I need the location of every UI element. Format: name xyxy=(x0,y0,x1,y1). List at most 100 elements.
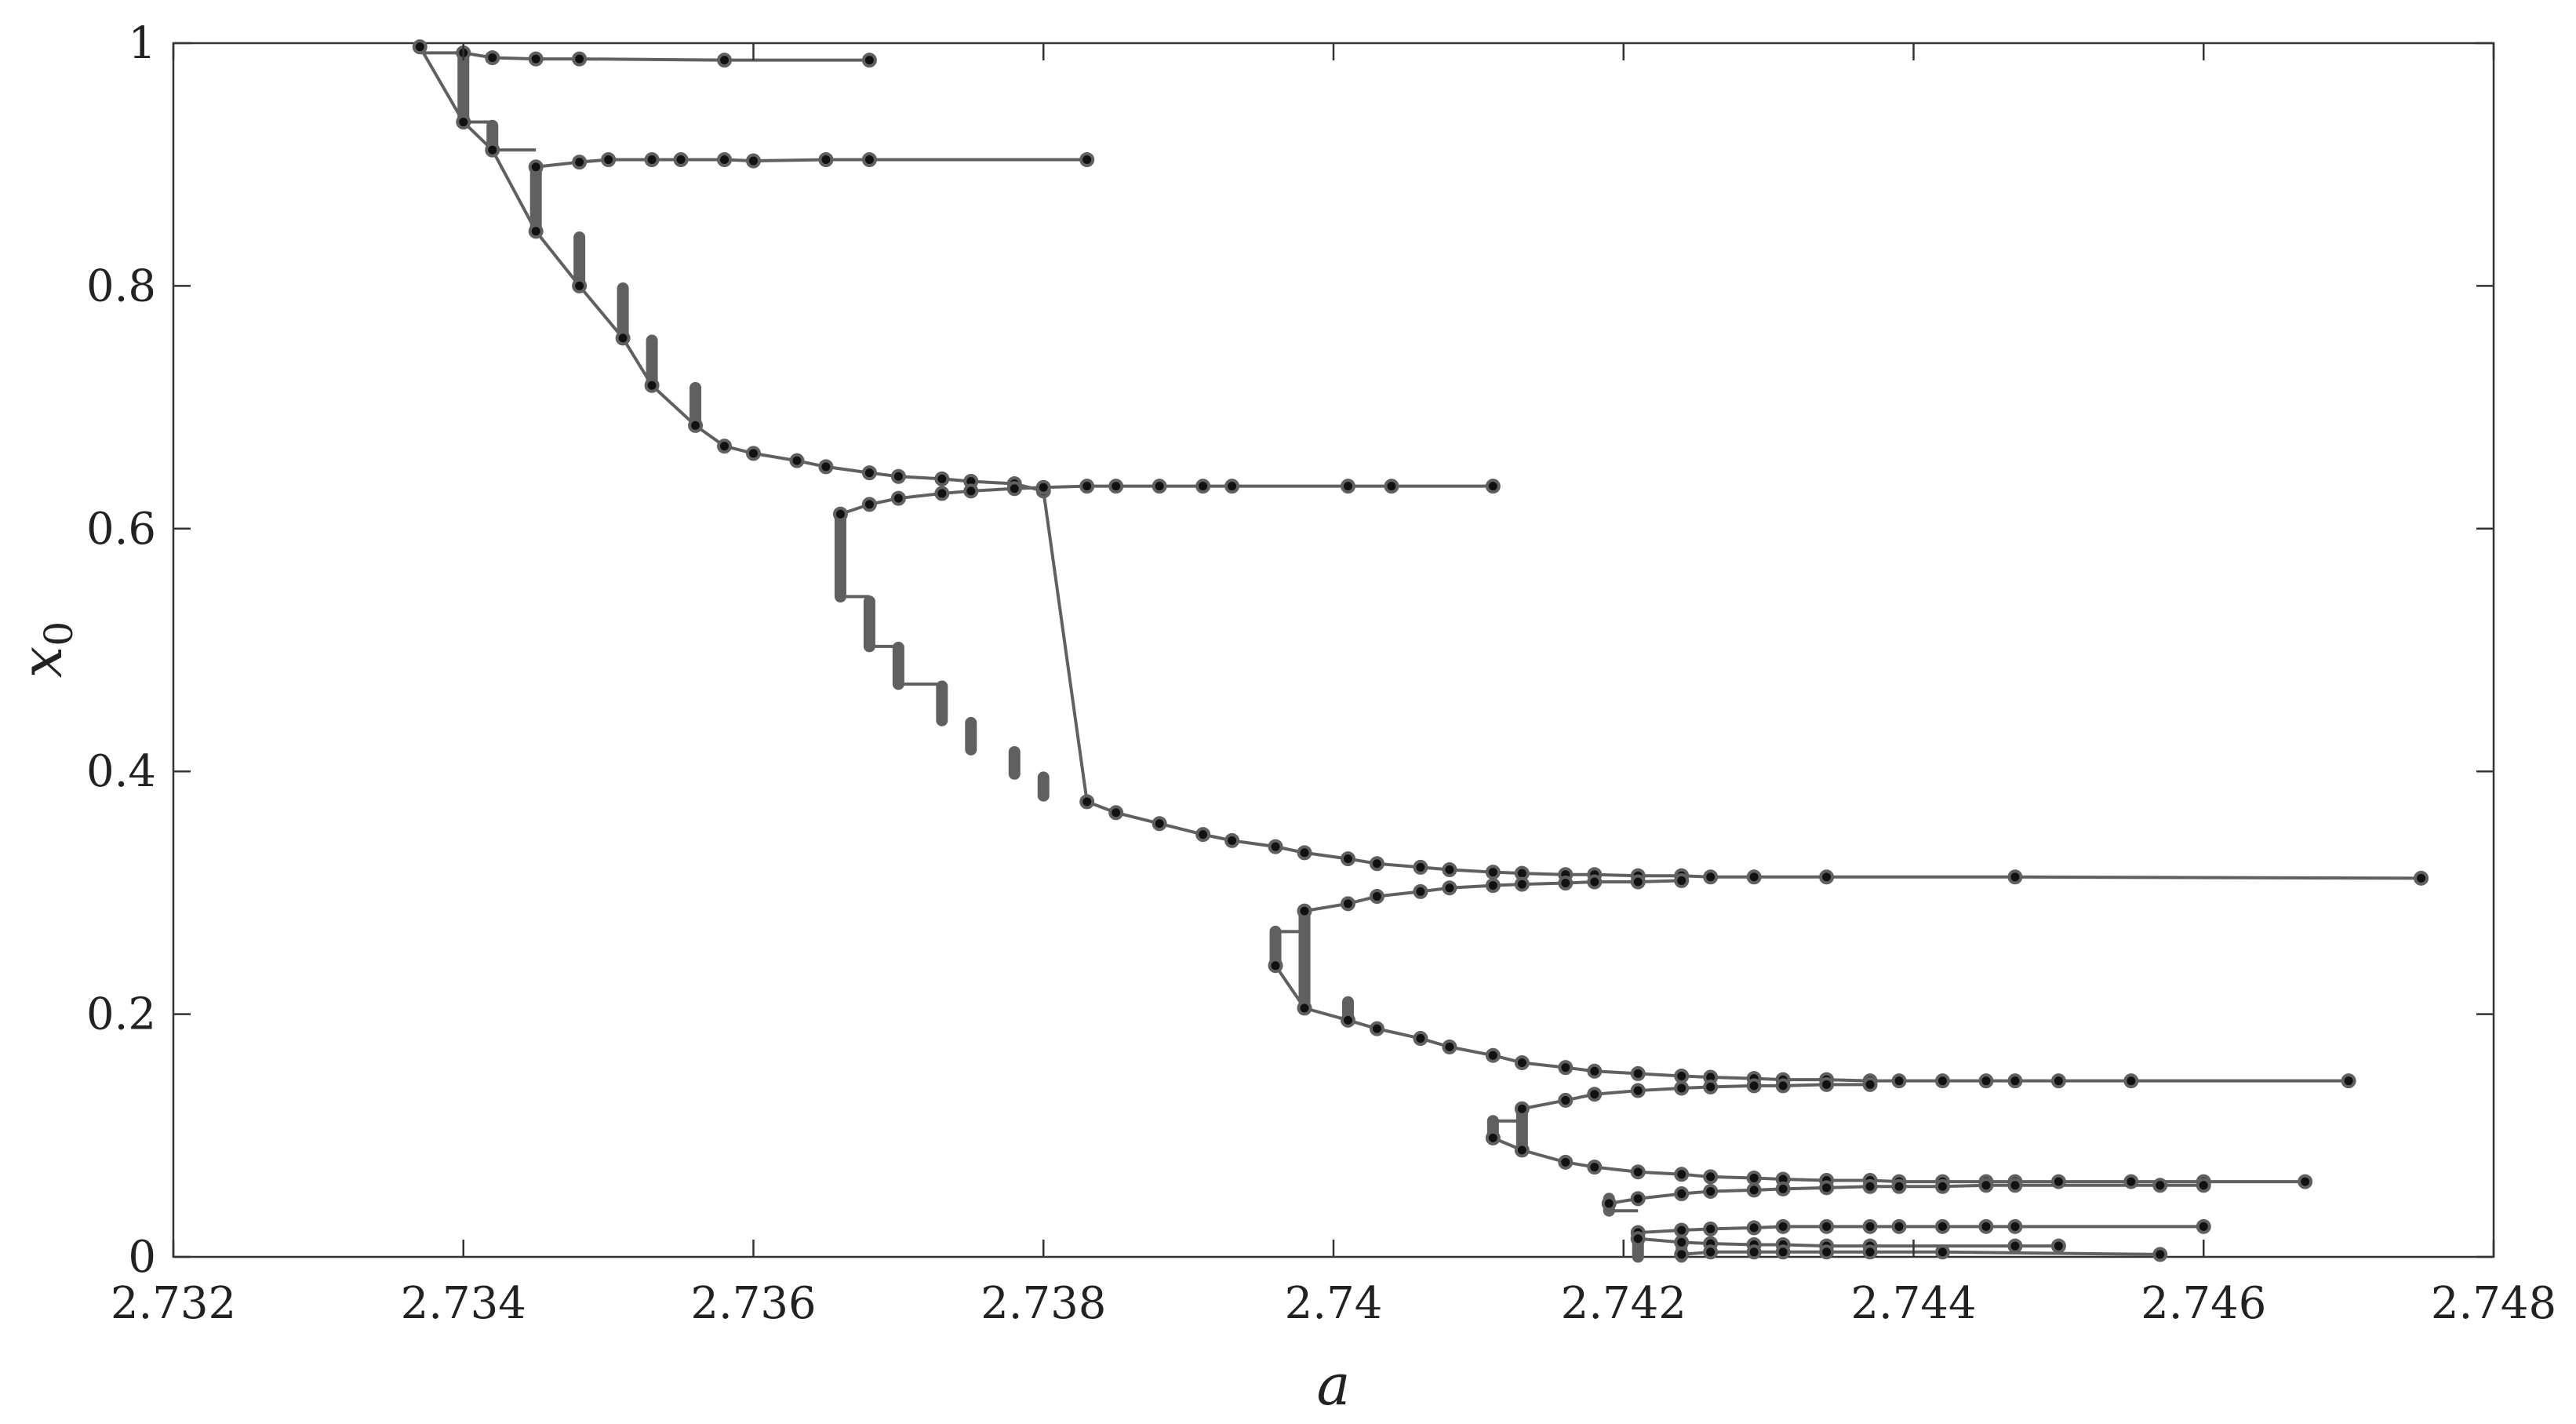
y-axis-label-group: x0 xyxy=(9,621,82,678)
data-point-b4-10 xyxy=(1630,1065,1646,1081)
data-point-b8-5 xyxy=(1775,1181,1791,1196)
data-point-b11-4 xyxy=(1819,1244,1835,1260)
data-point-b5-10 xyxy=(1674,872,1690,888)
data-point-b0-6 xyxy=(644,377,660,393)
data-point-b4-18 xyxy=(1934,1073,1950,1089)
data-point-b5-6 xyxy=(1514,876,1530,892)
data-point-b7-5 xyxy=(1703,1079,1719,1094)
data-point-b4-23 xyxy=(2341,1073,2356,1089)
data-point-b4-22 xyxy=(2123,1073,2139,1089)
data-point-b0-7 xyxy=(688,417,704,433)
x-tick-label-3: 2.738 xyxy=(981,1278,1106,1329)
data-point-b7-3 xyxy=(1630,1083,1646,1098)
data-point-b0-3 xyxy=(528,224,544,239)
data-point-b0-1 xyxy=(456,115,471,130)
data-point-b6-3 xyxy=(1587,1160,1603,1175)
data-point-b4-5 xyxy=(1442,1039,1457,1054)
y-tick-label-0: 0 xyxy=(128,1232,156,1283)
data-point-b2-6 xyxy=(746,153,761,169)
data-point-b6-6 xyxy=(1703,1169,1719,1185)
y-axis-label-subscript: 0 xyxy=(36,621,82,646)
data-point-b4-11 xyxy=(1674,1068,1690,1083)
data-point-b9-2 xyxy=(1703,1221,1719,1236)
data-point-b4-0 xyxy=(1268,958,1283,974)
data-point-b6-1 xyxy=(1514,1142,1530,1158)
data-point-b0-39 xyxy=(2414,870,2429,886)
data-point-b1-2 xyxy=(528,51,544,67)
data-point-b0-8 xyxy=(717,439,733,454)
data-point-b10-0 xyxy=(1630,1231,1646,1247)
y-tick-label-3: 0.6 xyxy=(86,504,156,555)
data-point-b0-22 xyxy=(1224,832,1240,848)
data-point-b0-23 xyxy=(1268,839,1283,854)
data-point-b5-2 xyxy=(1369,889,1384,905)
data-point-b7-4 xyxy=(1674,1080,1690,1096)
data-point-b3-4 xyxy=(963,483,979,499)
data-point-b2-0 xyxy=(528,159,544,175)
data-point-b2-3 xyxy=(644,152,660,168)
data-point-b11-0 xyxy=(1674,1247,1690,1262)
data-point-b0-27 xyxy=(1413,859,1428,875)
data-point-b0-4 xyxy=(572,278,588,293)
data-point-b5-5 xyxy=(1485,878,1501,894)
data-point-b0-13 xyxy=(890,468,906,484)
data-point-b4-8 xyxy=(1558,1060,1574,1076)
data-point-b11-7 xyxy=(2152,1247,2168,1262)
data-point-b6-0 xyxy=(1485,1130,1501,1145)
data-point-b2-2 xyxy=(601,152,617,168)
x-tick-label-6: 2.744 xyxy=(1850,1278,1976,1329)
data-point-b6-4 xyxy=(1630,1164,1646,1180)
data-point-b3-10 xyxy=(1195,479,1211,494)
data-point-b4-1 xyxy=(1297,1000,1312,1016)
data-point-b9-5 xyxy=(1819,1218,1835,1234)
data-point-b11-3 xyxy=(1775,1244,1791,1260)
data-point-b11-6 xyxy=(1934,1244,1950,1260)
data-point-b11-5 xyxy=(1862,1244,1878,1260)
data-point-b0-2 xyxy=(485,142,500,158)
y-axis-label: x xyxy=(9,646,75,679)
data-point-b0-19 xyxy=(1108,805,1124,821)
x-tick-label-0: 2.732 xyxy=(111,1278,236,1329)
data-point-b1-4 xyxy=(717,53,733,68)
data-point-b11-2 xyxy=(1746,1244,1762,1260)
data-point-b0-25 xyxy=(1340,851,1355,867)
data-point-b0-38 xyxy=(2007,869,2023,885)
data-point-b8-13 xyxy=(2196,1178,2211,1193)
data-point-b3-13 xyxy=(1384,479,1399,494)
data-point-b0-29 xyxy=(1485,865,1501,880)
data-point-b5-0 xyxy=(1297,903,1312,919)
data-point-b4-3 xyxy=(1369,1021,1384,1036)
data-point-b0-12 xyxy=(861,465,877,481)
x-tick-label-4: 2.74 xyxy=(1285,1278,1383,1329)
data-point-b1-5 xyxy=(861,53,877,68)
data-point-b1-1 xyxy=(485,50,500,66)
data-point-b1-3 xyxy=(572,51,588,67)
data-point-b4-4 xyxy=(1413,1031,1428,1047)
data-point-b2-4 xyxy=(673,152,689,168)
data-point-b6-7 xyxy=(1746,1170,1762,1185)
data-point-b5-3 xyxy=(1413,883,1428,899)
data-point-b3-8 xyxy=(1108,479,1124,494)
data-point-b5-1 xyxy=(1340,896,1355,912)
data-point-b2-1 xyxy=(572,155,588,170)
data-point-b4-6 xyxy=(1485,1047,1501,1063)
data-point-b9-10 xyxy=(2007,1218,2023,1234)
data-point-b4-9 xyxy=(1587,1063,1603,1079)
data-point-b2-9 xyxy=(1079,152,1095,168)
data-point-b9-9 xyxy=(1978,1218,1994,1234)
data-point-b3-12 xyxy=(1340,479,1355,494)
data-point-b7-7 xyxy=(1775,1078,1791,1094)
x-axis-ticks: 2.732 2.734 2.736 2.738 2.74 2.742 2.744 2.746 2… xyxy=(111,43,2556,1329)
data-point-b3-6 xyxy=(1035,479,1051,495)
data-point-b3-5 xyxy=(1006,481,1022,497)
data-point-b2-7 xyxy=(818,152,834,168)
data-point-b6-5 xyxy=(1674,1167,1690,1182)
data-point-b6-2 xyxy=(1558,1154,1574,1170)
data-point-b3-2 xyxy=(890,490,906,506)
svg-text:x0: x0 xyxy=(9,621,82,678)
data-point-b0-11 xyxy=(818,459,834,475)
data-point-b8-10 xyxy=(1978,1178,1994,1193)
data-point-b0-26 xyxy=(1369,856,1384,872)
data-point-b7-1 xyxy=(1558,1092,1574,1108)
